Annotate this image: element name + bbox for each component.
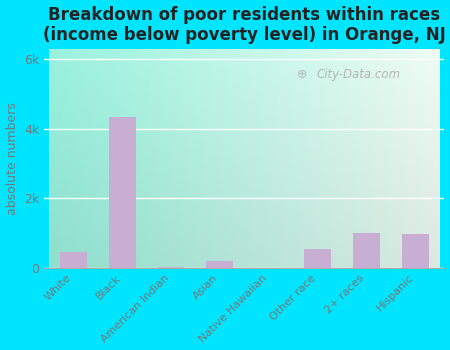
- Bar: [109, 117, 135, 268]
- Bar: [60, 252, 87, 268]
- Bar: [402, 234, 428, 268]
- Text: City-Data.com: City-Data.com: [316, 69, 400, 82]
- Bar: [158, 267, 184, 268]
- Text: ⊕: ⊕: [297, 68, 307, 81]
- Bar: [207, 261, 233, 268]
- Bar: [353, 233, 380, 268]
- Title: Breakdown of poor residents within races
(income below poverty level) in Orange,: Breakdown of poor residents within races…: [43, 6, 446, 44]
- Y-axis label: absolute numbers: absolute numbers: [5, 102, 18, 215]
- Bar: [304, 249, 331, 268]
